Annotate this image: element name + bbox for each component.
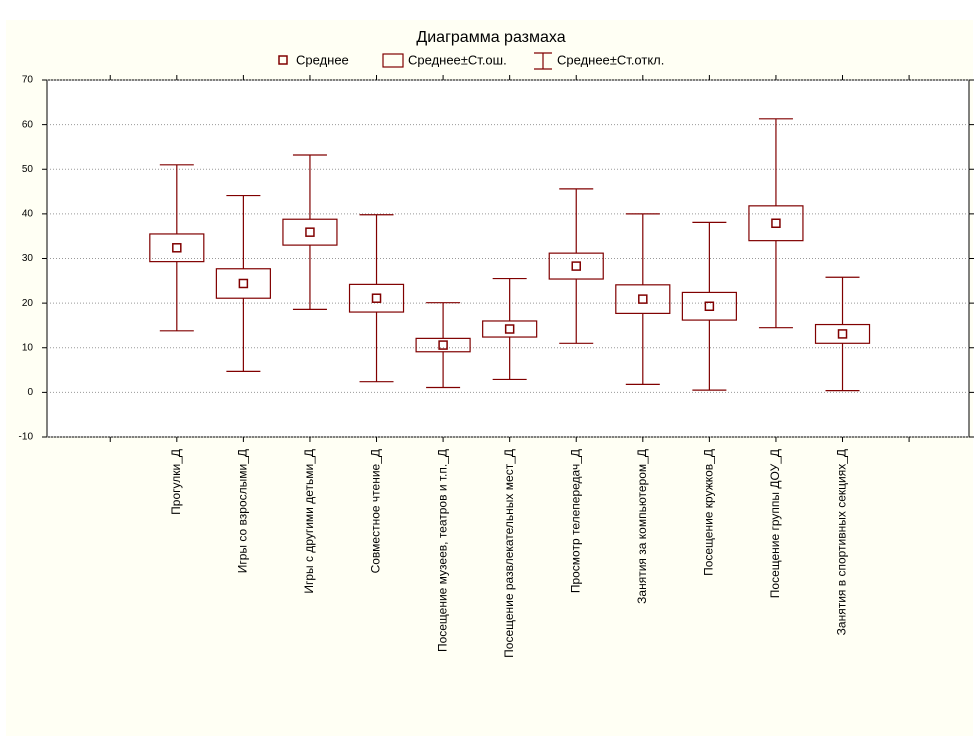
legend-label: Среднее±Ст.ош. (408, 52, 507, 67)
legend-label: Среднее±Ст.откл. (557, 52, 664, 67)
se-box (282, 218, 338, 246)
mean-marker (504, 324, 515, 334)
y-tick-label: -10 (19, 432, 34, 443)
x-tick-label: Посещение музеев, театров и т.п._Д (435, 449, 449, 652)
whisker (426, 302, 461, 389)
y-tick-label: 10 (22, 342, 34, 353)
whisker (359, 214, 394, 383)
y-tick-label: 50 (22, 164, 34, 175)
mean-marker (638, 294, 648, 304)
legend-mean-icon (278, 55, 288, 65)
x-tick-label: Посещение развлекательных мест_Д (502, 449, 516, 658)
whisker (825, 276, 860, 392)
se-box (548, 252, 604, 280)
whisker (625, 213, 660, 385)
x-tick-label: Игры со взрослыми_Д (236, 449, 250, 573)
chart-title: Диаграмма размаха (416, 29, 565, 46)
x-tick-label: Просмотр телепередач_Д (568, 449, 582, 593)
y-tick-label: 20 (22, 298, 34, 309)
mean-marker (238, 278, 249, 289)
y-tick-label: 0 (27, 387, 33, 398)
whisker (292, 154, 327, 310)
y-tick-label: 60 (22, 119, 34, 130)
x-tick-label: Посещение группы ДОУ_Д (768, 449, 782, 598)
legend-whisker-icon (534, 52, 552, 70)
whisker (159, 164, 194, 332)
mean-marker (172, 243, 182, 253)
se-box (215, 268, 271, 299)
mean-marker (571, 261, 581, 271)
se-box (748, 205, 804, 242)
x-tick-label: Занятия за компьютером_Д (635, 449, 649, 604)
y-tick-label: 30 (22, 253, 34, 264)
se-box (615, 284, 671, 314)
whisker (492, 277, 527, 381)
whisker (226, 194, 261, 373)
mean-marker (371, 293, 382, 303)
mean-marker (704, 301, 715, 311)
y-tick-label: 70 (22, 75, 34, 86)
mean-marker (837, 329, 848, 339)
x-tick-label: Совместное чтение_Д (369, 449, 383, 573)
legend: Среднее Среднее±Ст.ош. Среднее±Ст.откл. (278, 52, 664, 70)
legend-box-icon (382, 53, 404, 68)
whisker (692, 221, 727, 391)
x-tick-label: Посещение кружков_Д (702, 449, 716, 576)
se-box (814, 323, 871, 344)
mean-marker (305, 227, 315, 237)
legend-label: Среднее (296, 52, 349, 67)
whisker (758, 118, 793, 329)
x-tick-label: Прогулки_Д (169, 449, 183, 515)
se-box (149, 233, 205, 263)
y-tick-label: 40 (22, 209, 34, 220)
mean-marker (771, 218, 781, 228)
se-box (348, 283, 405, 313)
se-box (415, 337, 471, 353)
x-tick-label: Занятия в спортивных секциях_Д (835, 449, 849, 635)
whisker (559, 188, 594, 344)
mean-marker (438, 340, 448, 350)
se-box (482, 320, 538, 338)
se-box (681, 291, 737, 321)
x-tick-label: Игры с другими детьми_Д (302, 449, 316, 594)
